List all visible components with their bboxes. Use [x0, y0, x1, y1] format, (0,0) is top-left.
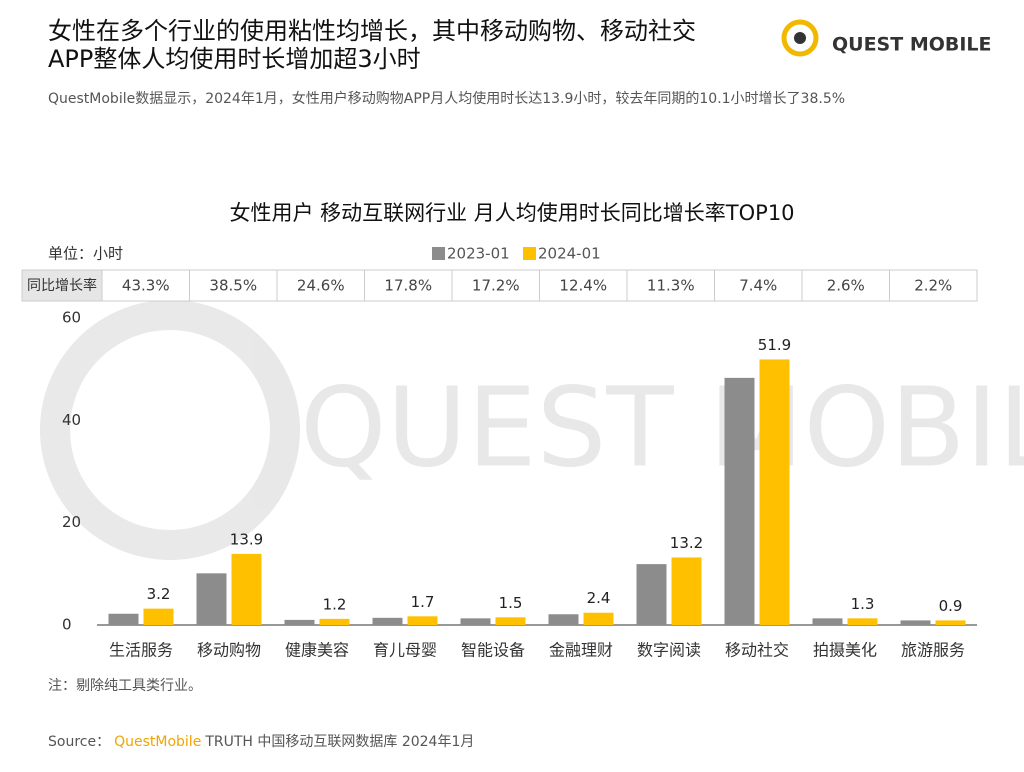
data-label: 1.3 [851, 595, 875, 613]
unit: 单位：小时 [48, 245, 123, 263]
source-brand: QuestMobile [114, 734, 201, 750]
x-tick-label: 旅游服务 [901, 641, 965, 660]
data-label: 3.2 [147, 585, 171, 603]
table-cell [889, 269, 978, 302]
x-tick-label: 数字阅读 [637, 641, 701, 660]
table-cell [539, 269, 628, 302]
logo: QUEST MOBILE [781, 19, 992, 57]
bar [495, 617, 526, 625]
bar [636, 564, 667, 625]
table-value: 17.8% [384, 277, 432, 295]
legend-label: 2024-01 [538, 245, 601, 263]
data-label: 1.7 [411, 593, 435, 611]
table-value: 2.2% [914, 277, 952, 295]
legend-swatch [523, 247, 536, 260]
logo-dot [794, 32, 806, 44]
bar [671, 557, 702, 625]
source-rest: TRUTH 中国移动互联网数据库 2024年1月 [204, 734, 474, 750]
source: Source： QuestMobile TRUTH 中国移动互联网数据库 2024年… [48, 734, 474, 750]
table-value: 2.6% [827, 277, 865, 295]
bar [847, 618, 878, 625]
table-value: 24.6% [297, 277, 345, 295]
table-value: 12.4% [559, 277, 607, 295]
title-line: 女性在多个行业的使用粘性均增长，其中移动购物、移动社交 [48, 17, 696, 45]
table-value: 7.4% [739, 277, 777, 295]
y-tick-label: 40 [62, 411, 81, 429]
bar [812, 618, 843, 625]
data-label: 13.2 [670, 534, 703, 552]
bar [319, 618, 350, 625]
x-tick-label: 拍摄美化 [813, 641, 877, 660]
table-cell [626, 269, 715, 302]
table-value: 11.3% [647, 277, 695, 295]
bar [284, 619, 315, 625]
table-cell [276, 269, 365, 302]
bar [407, 616, 438, 625]
bar [196, 573, 227, 625]
title-line: APP整体人均使用时长增加超3小时 [48, 45, 421, 73]
x-tick-label: 育儿母婴 [373, 641, 437, 660]
note: 注：剔除纯工具类行业。 [48, 678, 202, 694]
watermark: QUEST MOBILE [300, 363, 1024, 491]
bar [724, 377, 755, 625]
x-tick-label: 移动购物 [197, 641, 261, 660]
bar [372, 617, 403, 625]
watermark-icon [40, 300, 300, 560]
subtitle: QuestMobile数据显示，2024年1月，女性用户移动购物APP月人均使用… [48, 90, 845, 107]
table-cell [714, 269, 803, 302]
bar [231, 553, 262, 625]
data-label: 0.9 [939, 597, 963, 615]
table-label: 同比增长率 [27, 277, 97, 294]
y-tick-label: 20 [62, 513, 81, 531]
table-value: 43.3% [122, 277, 170, 295]
table-cell [189, 269, 278, 302]
bar [143, 608, 174, 625]
bar [900, 620, 931, 625]
chart-title: 女性用户 移动互联网行业 月人均使用时长同比增长率TOP10 [229, 201, 794, 225]
bar [548, 614, 579, 625]
data-label: 1.5 [499, 594, 523, 612]
source-prefix: Source： [48, 734, 110, 750]
table-cell [451, 269, 540, 302]
x-tick-label: 智能设备 [461, 641, 525, 660]
data-label: 2.4 [587, 589, 611, 607]
bar [935, 620, 966, 625]
bar [583, 612, 614, 625]
table-value: 17.2% [472, 277, 520, 295]
x-tick-label: 健康美容 [285, 641, 349, 660]
y-tick-label: 0 [62, 616, 72, 634]
watermark-group: QUEST MOBILE [40, 300, 1024, 560]
bar [108, 613, 139, 625]
legend-label: 2023-01 [447, 245, 510, 263]
x-tick-label: 移动社交 [725, 641, 789, 660]
bar [460, 618, 491, 625]
data-label: 1.2 [323, 595, 347, 613]
table-label-cell [21, 269, 103, 302]
y-tick-label: 60 [62, 309, 81, 327]
x-tick-label: 生活服务 [109, 641, 173, 660]
data-label: 51.9 [758, 336, 791, 354]
table-value: 38.5% [209, 277, 257, 295]
legend-swatch [432, 247, 445, 260]
x-tick-label: 金融理财 [549, 641, 613, 660]
logo-icon [781, 19, 819, 57]
logo-text: QUEST MOBILE [832, 34, 992, 56]
bar [759, 359, 790, 625]
data-label: 13.9 [230, 530, 263, 548]
